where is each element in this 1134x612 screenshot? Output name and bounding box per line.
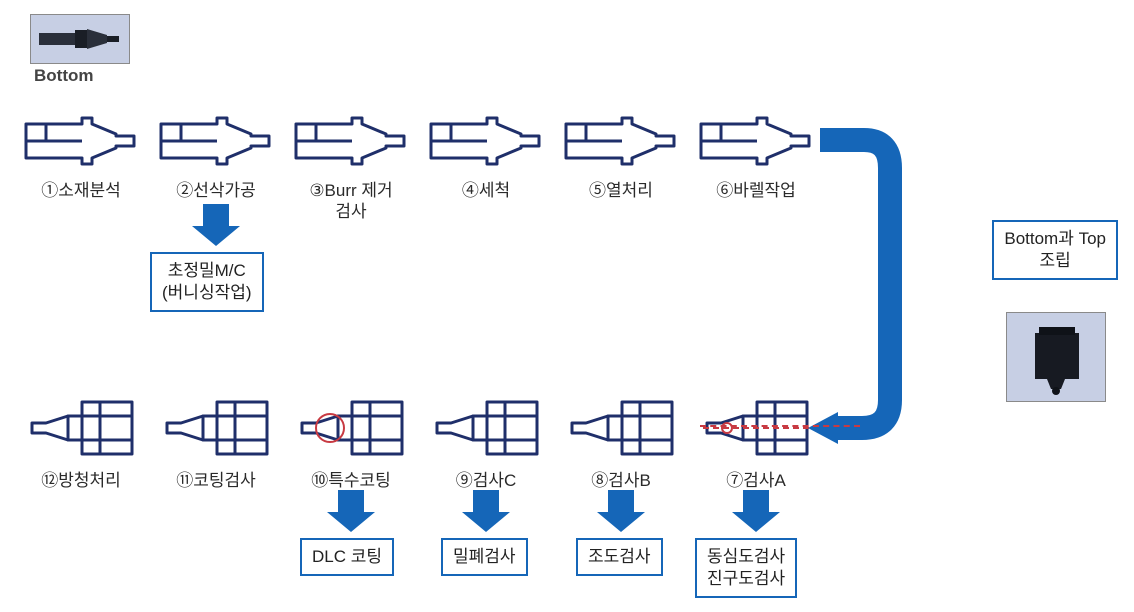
step-label: ③Burr 제거 검사 [292, 180, 410, 223]
callout-conc: 동심도검사 진구도검사 [695, 538, 797, 598]
part-drawing [562, 396, 680, 460]
step-6: ⑥바렐작업 [697, 112, 815, 201]
step-1: ①소재분석 [22, 112, 140, 201]
part-drawing [292, 396, 410, 460]
step-label: ⑩특수코팅 [292, 470, 410, 491]
part-drawing [427, 396, 545, 460]
step-label: ⑧검사B [562, 470, 680, 491]
centerline-step7 [700, 425, 860, 427]
callout-assembly: Bottom과 Top 조립 [992, 220, 1118, 280]
step-10: ⑩특수코팅 [292, 396, 410, 491]
step-8: ⑧검사B [562, 396, 680, 491]
bottom-part-photo [30, 14, 130, 64]
step-label: ②선삭가공 [157, 180, 275, 201]
part-drawing [157, 396, 275, 460]
step-9: ⑨검사C [427, 396, 545, 491]
step-3: ③Burr 제거 검사 [292, 112, 410, 223]
step-label: ①소재분석 [22, 180, 140, 201]
callout-dlc: DLC 코팅 [300, 538, 394, 576]
callout-rough: 조도검사 [576, 538, 663, 576]
part-drawing [562, 112, 680, 170]
callout-seal: 밀폐검사 [441, 538, 528, 576]
step-7: ⑦검사A [697, 396, 815, 491]
callout-burnishing: 초정밀M/C (버니싱작업) [150, 252, 264, 312]
step-12: ⑫방청처리 [22, 396, 140, 491]
step-label: ⑥바렐작업 [697, 180, 815, 201]
part-drawing [22, 396, 140, 460]
part-drawing [22, 112, 140, 170]
step-label: ⑨검사C [427, 470, 545, 491]
bottom-label: Bottom [34, 66, 93, 86]
part-drawing [697, 112, 815, 170]
step-label: ⑪코팅검사 [157, 470, 275, 491]
part-drawing [427, 112, 545, 170]
step-5: ⑤열처리 [562, 112, 680, 201]
step-label: ⑫방청처리 [22, 470, 140, 491]
step-label: ④세척 [427, 180, 545, 201]
assembled-part-photo [1006, 312, 1106, 402]
step-label: ⑤열처리 [562, 180, 680, 201]
part-drawing [292, 112, 410, 170]
step-label: ⑦검사A [697, 470, 815, 491]
step-11: ⑪코팅검사 [157, 396, 275, 491]
part-drawing [157, 112, 275, 170]
step-2: ②선삭가공 [157, 112, 275, 201]
part-drawing [697, 396, 815, 460]
step-4: ④세척 [427, 112, 545, 201]
